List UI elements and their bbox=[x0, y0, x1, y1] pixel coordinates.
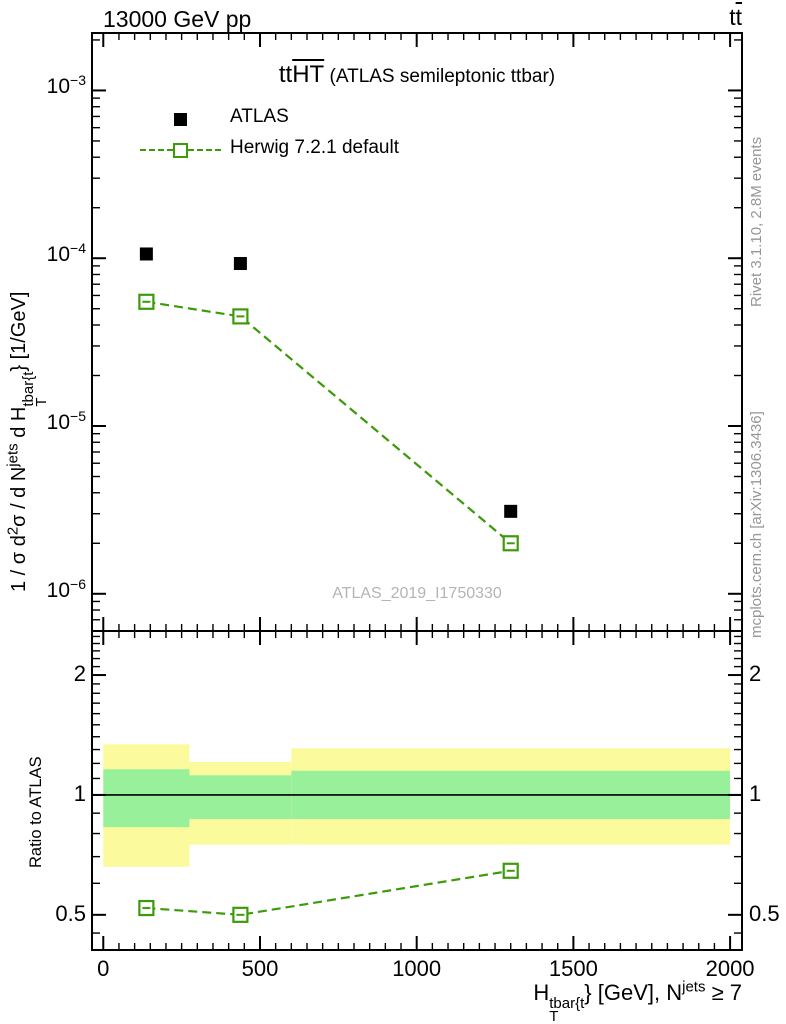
legend-marker-herwig bbox=[136, 139, 224, 161]
beam-energy-label: 13000 GeV pp bbox=[103, 6, 252, 32]
mcplots-reference-label: mcplots.cern.ch [arXiv:1306.3436] bbox=[748, 411, 765, 638]
ratio-tick-label-right: 0.5 bbox=[749, 900, 780, 926]
ratio-tick-label-right: 2 bbox=[749, 661, 762, 687]
x-tick-label: 1000 bbox=[392, 956, 442, 981]
open-square-icon bbox=[172, 142, 188, 158]
ratio-tick-label-left: 2 bbox=[73, 661, 86, 687]
y-tick-label: 10−4 bbox=[46, 240, 86, 267]
analysis-id-watermark: ATLAS_2019_I1750330 bbox=[332, 585, 502, 602]
rivet-version-label: Rivet 3.1.10, 2.8M events bbox=[748, 136, 765, 307]
ratio-tick-label-right: 1 bbox=[749, 780, 762, 806]
ratio-tick-label-left: 0.5 bbox=[55, 900, 86, 926]
ratio-tick-label-left: 1 bbox=[73, 780, 86, 806]
process-label: tt bbox=[729, 4, 742, 31]
plot-title-subtitle: (ATLAS semileptonic ttbar) bbox=[324, 66, 556, 87]
y-tick-label: 10−5 bbox=[46, 408, 86, 434]
x-tick-label: 1500 bbox=[548, 956, 598, 981]
legend-label-atlas: ATLAS bbox=[230, 106, 289, 127]
dashed-line-icon bbox=[187, 149, 221, 151]
plot-title-prefix: tt bbox=[278, 61, 293, 88]
legend-marker-atlas bbox=[136, 108, 224, 130]
y-tick-label: 10−6 bbox=[46, 575, 86, 602]
x-tick-label: 2000 bbox=[705, 956, 755, 981]
legend-label-herwig: Herwig 7.2.1 default bbox=[230, 137, 399, 158]
process-label-t: t bbox=[729, 4, 736, 30]
plot-title-observable: HT bbox=[292, 61, 325, 88]
filled-square-icon bbox=[173, 112, 187, 126]
y-tick-label: 10−3 bbox=[46, 72, 86, 99]
x-tick-label: 500 bbox=[241, 956, 279, 981]
x-tick-label: 0 bbox=[97, 956, 110, 981]
process-label-tbar: t bbox=[735, 4, 742, 30]
dashed-line-icon bbox=[139, 149, 173, 151]
plot-title: ttHT (ATLAS semileptonic ttbar) bbox=[92, 61, 742, 89]
